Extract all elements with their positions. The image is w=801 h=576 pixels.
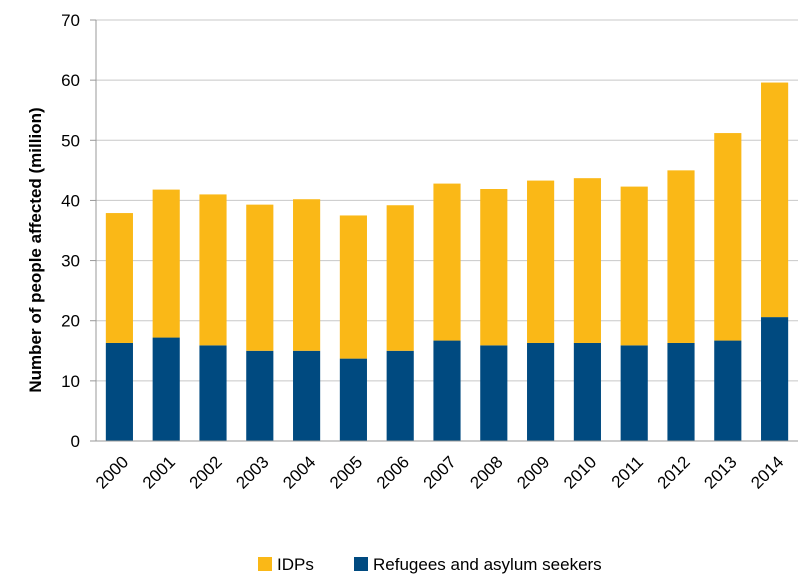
x-tick-label: 2012: [654, 452, 694, 492]
bar-segment-refugees-2000: [105, 342, 133, 441]
bar-segment-idps-2006: [386, 205, 414, 351]
y-tick-label: 50: [61, 131, 80, 150]
bar-segment-refugees-2014: [761, 317, 789, 441]
bar-segment-refugees-2012: [667, 342, 695, 441]
bar-segment-refugees-2001: [152, 337, 180, 441]
x-tick-label: 2010: [560, 452, 600, 492]
bar-segment-refugees-2007: [433, 340, 461, 441]
bar-segment-idps-2009: [527, 180, 555, 343]
bar-segment-idps-2004: [293, 199, 321, 351]
y-tick-label: 20: [61, 312, 80, 331]
axes: [90, 19, 798, 442]
bar-segment-refugees-2002: [199, 345, 227, 441]
bar-segment-refugees-2011: [620, 345, 648, 441]
bar-segment-idps-2003: [246, 204, 274, 351]
bar-segment-idps-2002: [199, 194, 227, 346]
x-tick-label: 2005: [326, 452, 366, 492]
x-tick-label: 2003: [232, 452, 272, 492]
y-tick-label: 40: [61, 191, 80, 210]
legend-swatch: [258, 557, 272, 571]
x-tick-label: 2011: [608, 452, 647, 491]
x-tick-label: 2009: [513, 452, 553, 492]
legend-label: Refugees and asylum seekers: [373, 555, 602, 574]
bar-segment-idps-2013: [714, 133, 742, 341]
y-tick-label: 70: [61, 11, 80, 30]
x-tick-label: 2002: [186, 452, 226, 492]
legend-label: IDPs: [277, 555, 314, 574]
x-tick-label: 2001: [139, 452, 179, 492]
bar-segment-refugees-2008: [480, 345, 508, 441]
bar-segment-refugees-2010: [573, 342, 601, 441]
bar-segment-refugees-2006: [386, 350, 414, 441]
bar-segment-refugees-2003: [246, 350, 274, 441]
x-tick-label: 2013: [700, 452, 740, 492]
x-tick-label: 2007: [420, 452, 460, 492]
x-tick-label: 2000: [92, 452, 132, 492]
bar-segment-idps-2001: [152, 189, 180, 338]
bars: [105, 82, 789, 441]
x-tick-label: 2008: [466, 452, 506, 492]
x-tick-label: 2006: [373, 452, 413, 492]
bar-segment-idps-2014: [761, 82, 789, 318]
y-tick-labels: 0 10 20 30 40 50 60 70: [61, 11, 80, 451]
y-tick-label: 0: [71, 432, 80, 451]
bar-segment-idps-2010: [573, 178, 601, 343]
bar-segment-idps-2012: [667, 170, 695, 343]
bar-segment-idps-2011: [620, 186, 648, 346]
y-axis-title: Number of people affected (million): [26, 107, 45, 392]
bar-segment-idps-2008: [480, 189, 508, 346]
y-tick-label: 10: [61, 372, 80, 391]
bar-segment-idps-2000: [105, 213, 133, 343]
bar-segment-idps-2007: [433, 183, 461, 341]
x-tick-label: 2004: [279, 452, 319, 492]
legend-swatch: [354, 557, 368, 571]
x-tick-labels: 2000 2001 2002 2003 2004 2005 2006 2007 2008 2009…: [92, 452, 787, 492]
bar-segment-refugees-2004: [293, 350, 321, 441]
bar-segment-idps-2005: [339, 215, 367, 359]
bar-segment-refugees-2013: [714, 340, 742, 441]
bar-segment-refugees-2009: [527, 342, 555, 441]
y-tick-label: 60: [61, 71, 80, 90]
legend: IDPs Refugees and asylum seekers: [258, 555, 602, 574]
y-tick-label: 30: [61, 252, 80, 271]
x-tick-label: 2014: [747, 452, 787, 492]
bar-segment-refugees-2005: [339, 358, 367, 441]
